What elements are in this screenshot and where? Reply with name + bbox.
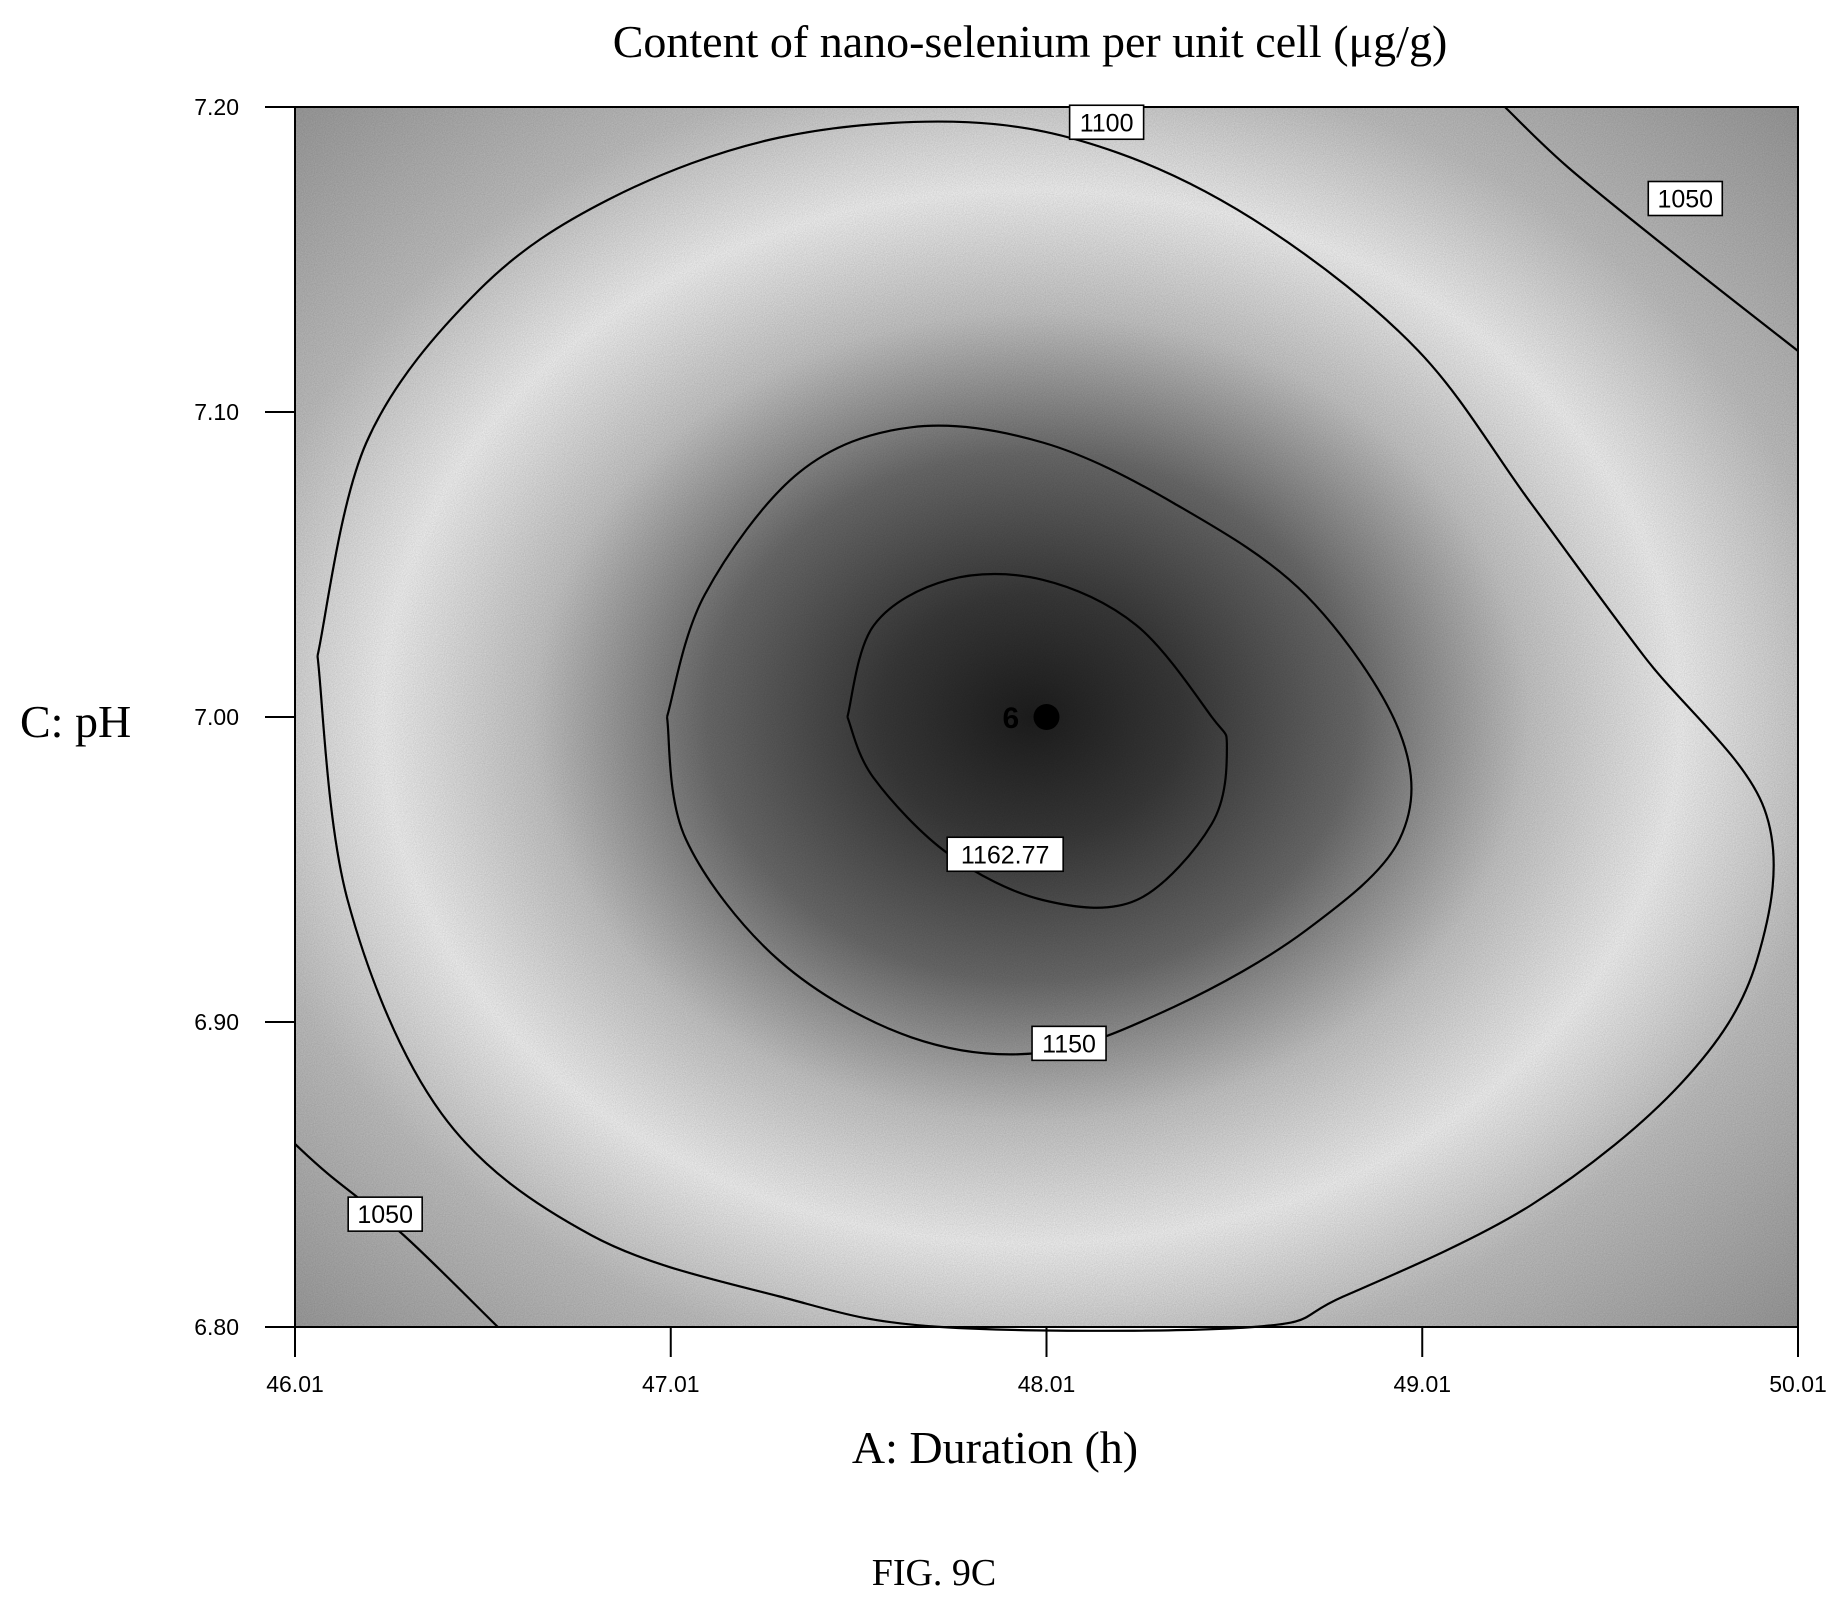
y-tick-label: 7.20	[194, 94, 239, 120]
contour-label-1050: 1050	[1647, 180, 1724, 217]
contour-label-text: 1050	[357, 1201, 413, 1229]
design-point-marker	[1033, 704, 1060, 730]
axes: 46.01 47.01 48.01 49.01 50.01 6.80 6.90 7.00 7.…	[194, 94, 1827, 1397]
contour-label-1162.77: 1162.77	[946, 836, 1064, 873]
y-axis-title: C: pH	[20, 696, 131, 747]
y-tick-label: 7.00	[194, 704, 239, 730]
contour-label-1100: 1100	[1068, 104, 1145, 141]
chart-title: Content of nano-selenium per unit cell (…	[613, 16, 1448, 67]
contour-label-box	[1647, 180, 1724, 217]
x-tick-label: 50.01	[1769, 1371, 1827, 1397]
contour-label-1150: 1150	[1031, 1025, 1107, 1062]
plot-area: 6 1162.77 1150 1100 1050 1050	[294, 104, 1799, 1332]
contour-label-box	[347, 1196, 423, 1232]
contour-label-box	[1031, 1025, 1107, 1062]
design-point: 6	[1003, 702, 1060, 735]
contour-line-1100	[316, 120, 1775, 1332]
contour-label-box	[946, 836, 1064, 873]
contour-label-box	[1068, 104, 1145, 141]
contour-line-1150	[665, 424, 1413, 1056]
y-axis-ticks: 6.80 6.90 7.00 7.10 7.20	[194, 94, 295, 1340]
y-tick-label: 7.10	[194, 399, 239, 425]
x-axis-ticks: 46.01 47.01 48.01 49.01 50.01	[266, 1327, 1827, 1397]
contour-line-1050	[1504, 106, 1799, 352]
x-tick-label: 49.01	[1393, 1371, 1451, 1397]
x-tick-label: 46.01	[266, 1371, 324, 1397]
x-tick-label: 47.01	[642, 1371, 700, 1397]
x-tick-label: 48.01	[1018, 1371, 1076, 1397]
contour-label-text: 1100	[1080, 109, 1134, 137]
contour-label-text: 1150	[1042, 1030, 1096, 1058]
x-axis-title: A: Duration (h)	[852, 1422, 1138, 1473]
contour-label-text: 1050	[1657, 186, 1713, 214]
contour-lines	[294, 106, 1799, 1332]
contour-label-text: 1162.77	[961, 841, 1050, 869]
y-tick-label: 6.90	[194, 1009, 239, 1035]
contour-label-1050: 1050	[347, 1196, 423, 1232]
y-tick-label: 6.80	[194, 1314, 239, 1340]
contour-labels: 1162.77 1150 1100 1050 1050	[347, 104, 1724, 1232]
figure-caption: FIG. 9C	[872, 1552, 997, 1594]
design-point-label: 6	[1003, 702, 1020, 735]
